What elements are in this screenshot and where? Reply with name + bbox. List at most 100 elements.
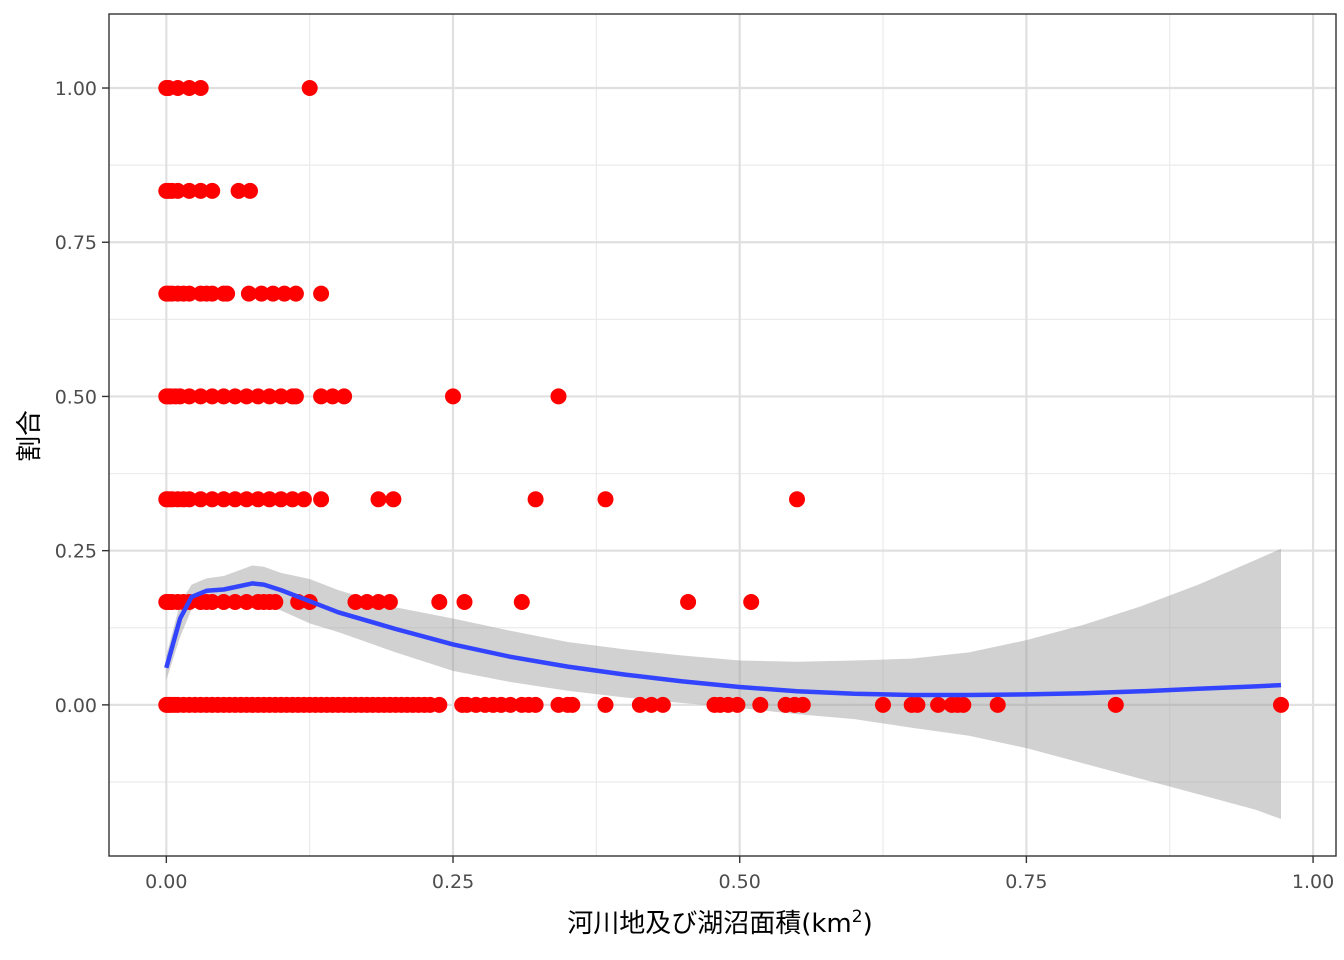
data-point xyxy=(336,388,353,405)
data-point xyxy=(502,696,519,713)
data-point xyxy=(230,182,247,199)
data-point xyxy=(359,594,375,610)
x-axis-title-superscript: 2 xyxy=(852,907,863,927)
data-points xyxy=(158,80,1289,713)
plot-panel xyxy=(109,14,1336,856)
data-point xyxy=(250,491,267,508)
data-point xyxy=(192,182,209,199)
y-tick-label: 0.50 xyxy=(55,386,97,408)
data-point xyxy=(631,696,648,713)
data-point xyxy=(431,594,448,610)
x-tick-label: 0.00 xyxy=(145,871,187,893)
data-point xyxy=(930,696,947,713)
data-point xyxy=(181,80,198,96)
data-point xyxy=(238,388,255,405)
data-point xyxy=(1273,696,1289,713)
x-axis-title: 河川地及び湖沼面積(km2) xyxy=(567,907,873,939)
data-point xyxy=(242,182,258,199)
data-point xyxy=(276,285,293,302)
x-tick-label: 0.25 xyxy=(432,871,474,893)
data-point xyxy=(347,594,364,610)
data-point xyxy=(238,594,255,610)
data-point xyxy=(301,80,318,96)
data-point xyxy=(204,594,221,610)
data-point xyxy=(250,388,267,405)
data-point xyxy=(261,388,278,405)
data-point xyxy=(227,594,244,610)
data-point xyxy=(381,594,398,610)
data-point xyxy=(215,388,232,405)
data-point xyxy=(227,491,244,508)
data-point xyxy=(431,696,448,713)
y-tick-label: 1.00 xyxy=(55,78,97,100)
data-point xyxy=(729,696,746,713)
data-point xyxy=(273,388,289,405)
data-point xyxy=(204,285,221,302)
data-point xyxy=(597,491,614,508)
data-point xyxy=(550,388,567,405)
data-point xyxy=(192,491,209,508)
y-axis-title: 割合 xyxy=(15,410,45,462)
data-point xyxy=(261,491,278,508)
data-point xyxy=(284,491,301,508)
data-point xyxy=(204,388,221,405)
y-tick-label: 0.25 xyxy=(55,541,97,563)
x-tick-label: 0.50 xyxy=(719,871,761,893)
data-point xyxy=(181,182,198,199)
data-point xyxy=(743,594,760,610)
data-point xyxy=(513,594,530,610)
data-point xyxy=(752,696,769,713)
data-point xyxy=(643,696,660,713)
data-point xyxy=(313,491,330,508)
data-point xyxy=(204,182,221,199)
data-point xyxy=(527,696,544,713)
data-point xyxy=(456,594,473,610)
data-point xyxy=(215,491,232,508)
data-point xyxy=(169,80,186,96)
data-point xyxy=(313,285,330,302)
data-point xyxy=(204,491,221,508)
data-point xyxy=(181,388,198,405)
smooth-line xyxy=(164,581,1282,698)
data-point xyxy=(385,491,402,508)
data-point xyxy=(192,80,209,96)
data-point xyxy=(169,182,186,199)
data-point xyxy=(287,285,304,302)
x-axis: 0.00 0.25 0.50 0.75 1.00 xyxy=(145,856,1334,893)
data-point xyxy=(324,388,341,405)
data-point xyxy=(909,696,926,713)
data-point xyxy=(445,388,461,405)
data-point xyxy=(238,491,255,508)
x-axis-title-main: 河川地及び湖沼面積(km xyxy=(567,909,852,939)
data-point xyxy=(219,285,236,302)
data-point xyxy=(370,491,387,508)
data-point xyxy=(794,696,811,713)
y-axis: 0.00 0.25 0.50 0.75 1.00 xyxy=(55,78,109,717)
data-point xyxy=(227,388,244,405)
data-point xyxy=(955,696,972,713)
data-point xyxy=(181,491,198,508)
x-tick-label: 0.75 xyxy=(1005,871,1047,893)
data-point xyxy=(564,696,581,713)
data-point xyxy=(597,696,614,713)
data-point xyxy=(1107,696,1124,713)
data-point xyxy=(253,285,270,302)
data-point xyxy=(370,594,387,610)
data-point xyxy=(240,285,257,302)
plot-border xyxy=(108,13,1337,857)
y-tick-label: 0.75 xyxy=(55,232,97,254)
smooth-line-layer xyxy=(164,581,1282,698)
data-point xyxy=(273,491,289,508)
data-point xyxy=(192,388,209,405)
data-point xyxy=(265,285,281,302)
data-point xyxy=(287,388,304,405)
data-point xyxy=(680,594,697,610)
x-tick-label: 1.00 xyxy=(1292,871,1334,893)
data-point xyxy=(267,594,284,610)
data-point xyxy=(789,491,805,508)
data-point xyxy=(875,696,891,713)
data-point xyxy=(181,285,198,302)
data-point xyxy=(527,491,544,508)
data-point xyxy=(654,696,671,713)
